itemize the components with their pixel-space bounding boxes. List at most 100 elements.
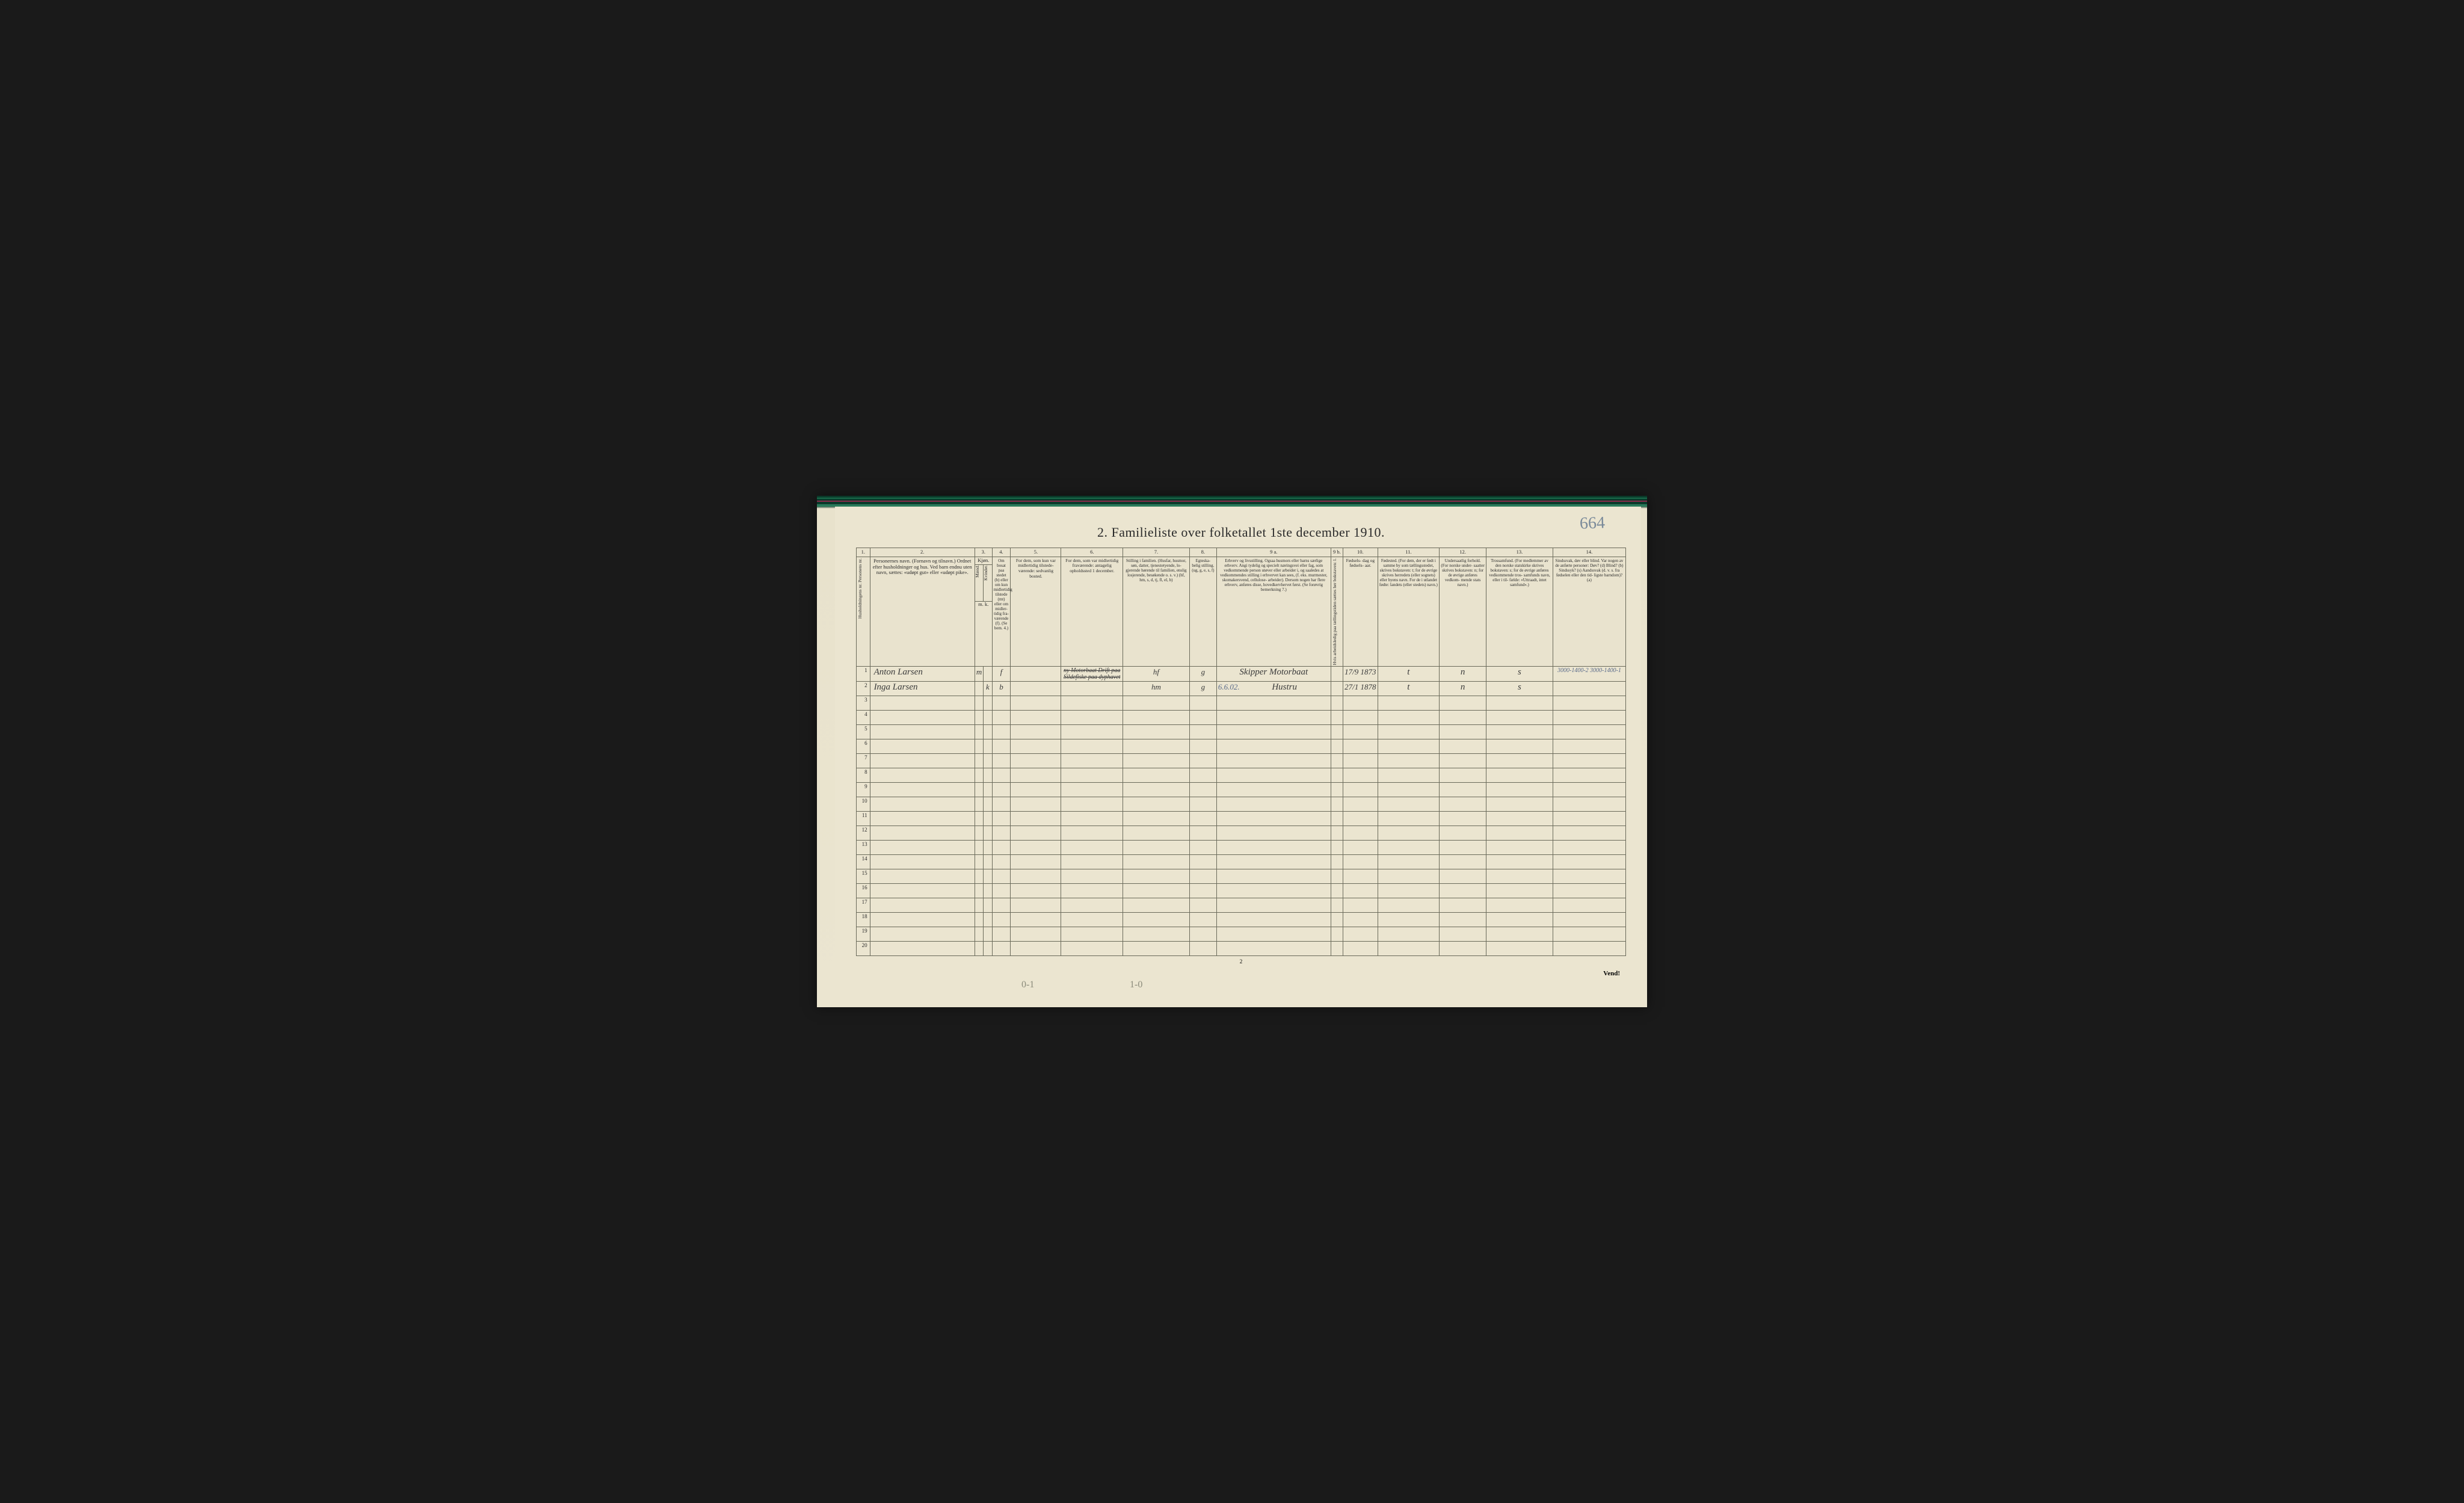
cell-family-pos: hm [1123,682,1190,696]
hdr-marital: Egteska- belig stilling. (ug, g, e, s, f… [1189,557,1216,666]
cell-empty [1553,841,1625,855]
cell-rownum: 20 [857,942,870,956]
cell-empty [1189,855,1216,869]
cell-empty [1378,725,1440,739]
cell-empty [1378,841,1440,855]
cell-empty [1553,739,1625,754]
cell-occupation: 6.6.02.Hustru [1216,682,1331,696]
cell-empty [975,927,983,942]
cell-empty [1486,913,1553,927]
cell-empty [1189,884,1216,898]
cell-empty [1061,942,1123,956]
cell-empty [992,942,1011,956]
cell-empty [1331,913,1343,927]
cell-rownum: 18 [857,913,870,927]
cell-empty [1486,898,1553,913]
cell-marital: g [1189,667,1216,682]
cell-empty [1061,754,1123,768]
cell-empty [984,869,992,884]
cell-empty [1343,898,1378,913]
cell-empty [1189,739,1216,754]
cell-empty [870,898,975,913]
cell-rownum: 19 [857,927,870,942]
hdr-sex: Kjøn. Mænd. Kvinder. m. k. [975,557,992,666]
cell-empty [1378,913,1440,927]
table-row-empty: 5 [857,725,1626,739]
cell-empty [975,826,983,841]
cell-empty [984,739,992,754]
cell-empty [992,869,1011,884]
cell-empty [870,841,975,855]
cell-rownum: 3 [857,696,870,711]
table-row-empty: 18 [857,913,1626,927]
cell-empty [1486,725,1553,739]
hdr-temp-absent: For dem, som var midlertidig fraværende:… [1061,557,1123,666]
hdr-name: Personernes navn. (Fornavn og tilnavn.) … [870,557,975,666]
cell-empty [975,841,983,855]
table-row-empty: 3 [857,696,1626,711]
cell-empty [1553,711,1625,725]
cell-empty [1061,711,1123,725]
cell-empty [1189,927,1216,942]
cell-empty [1440,768,1486,783]
cell-nationality: n [1440,682,1486,696]
cell-empty [1061,869,1123,884]
cell-empty [1486,942,1553,956]
cell-empty [1123,841,1190,855]
scan-frame: 664 2. Familieliste over folketallet 1st… [817,496,1647,1007]
cell-empty [1440,855,1486,869]
cell-empty [975,913,983,927]
cell-empty [870,797,975,812]
cell-empty [1061,739,1123,754]
cell-empty [1331,739,1343,754]
hdr-family-position: Stilling i familien. (Husfar, husmor, sø… [1123,557,1190,666]
cell-empty [1343,768,1378,783]
cell-empty [1123,711,1190,725]
cell-empty [1123,826,1190,841]
cell-empty [1553,797,1625,812]
cell-empty [992,696,1011,711]
colnum-10: 10. [1343,548,1378,557]
cell-empty [1216,869,1331,884]
cell-rownum: 6 [857,739,870,754]
cell-temp-present [1011,667,1061,682]
cell-empty [992,913,1011,927]
census-body: 1Anton Larsenmfny Motorbaat Drift paa Si… [857,667,1626,956]
header-row: Husholdningens nr. Personens nr. Persone… [857,557,1626,666]
cell-empty [1378,768,1440,783]
cell-empty [870,768,975,783]
cell-empty [870,725,975,739]
cell-unemployed [1331,682,1343,696]
cell-empty [992,739,1011,754]
cell-family-pos: hf [1123,667,1190,682]
table-row-empty: 19 [857,927,1626,942]
cell-rownum: 1 [857,667,870,682]
cell-empty [1378,754,1440,768]
table-row-empty: 20 [857,942,1626,956]
cell-empty [1216,855,1331,869]
cell-empty [1216,942,1331,956]
table-row-empty: 15 [857,869,1626,884]
table-row-empty: 11 [857,812,1626,826]
cell-sex-m [975,682,983,696]
cell-rownum: 9 [857,783,870,797]
cell-empty [1331,942,1343,956]
table-row-empty: 12 [857,826,1626,841]
cell-temp-absent: ny Motorbaat Drift paa Sildefiske paa dy… [1061,667,1123,682]
printed-page-number: 2 [856,958,1626,964]
cell-empty [1061,826,1123,841]
cell-empty [870,927,975,942]
cell-empty [1486,826,1553,841]
cell-empty [1216,783,1331,797]
table-row-empty: 13 [857,841,1626,855]
cell-empty [1553,869,1625,884]
cell-empty [1486,797,1553,812]
cell-empty [992,711,1011,725]
cell-empty [1440,869,1486,884]
cell-rownum: 10 [857,797,870,812]
cell-religion: s [1486,682,1553,696]
bottom-note-b: 1-0 [1130,980,1142,990]
cell-empty [975,696,983,711]
cell-empty [1331,711,1343,725]
cell-empty [1216,768,1331,783]
